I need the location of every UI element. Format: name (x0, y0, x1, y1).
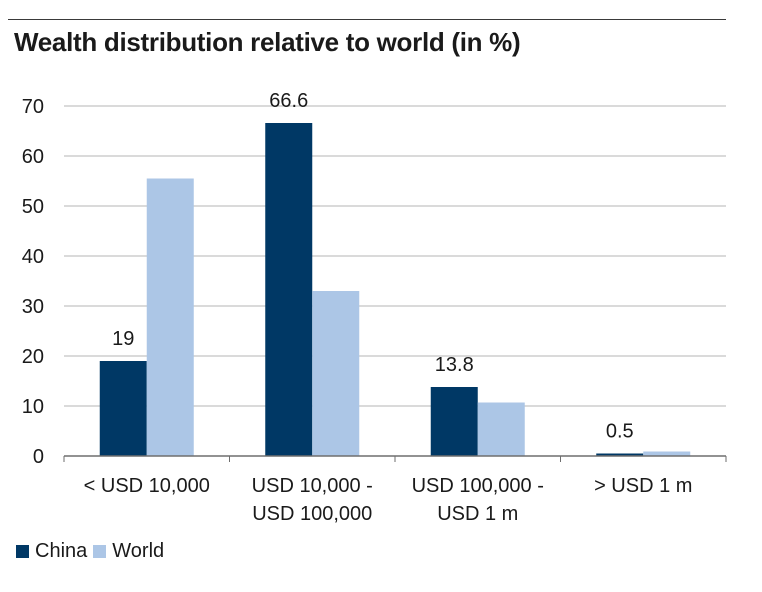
bar-china (265, 123, 313, 456)
bar-china (596, 453, 644, 456)
y-tick-label: 20 (22, 346, 44, 368)
bar-world (477, 402, 525, 456)
y-tick-label: 30 (22, 296, 44, 318)
legend-item-china: China (16, 540, 87, 563)
y-tick-label: 60 (22, 146, 44, 168)
y-tick-label: 40 (22, 246, 44, 268)
chart-title: Wealth distribution relative to world (i… (14, 27, 521, 57)
legend-swatch-china (16, 545, 29, 558)
data-label: 19 (112, 328, 134, 350)
data-label: 66.6 (269, 90, 308, 112)
data-label: 0.5 (606, 421, 634, 443)
bar-world (146, 178, 194, 456)
x-tick-label: USD 1 m (437, 503, 518, 525)
x-tick-label: < USD 10,000 (84, 475, 210, 497)
x-tick-label: USD 100,000 - (412, 475, 544, 497)
bar-china (430, 387, 478, 456)
y-tick-label: 0 (33, 446, 44, 468)
x-tick-label: > USD 1 m (594, 475, 692, 497)
x-tick-label: USD 10,000 - (252, 475, 373, 497)
bar-world (643, 451, 691, 456)
data-label: 13.8 (435, 354, 474, 376)
legend-label-world: World (112, 540, 165, 562)
y-tick-label: 10 (22, 396, 44, 418)
top-rule (8, 19, 726, 20)
x-tick-label: USD 100,000 (252, 503, 372, 525)
legend: China World (16, 540, 170, 563)
legend-swatch-world (93, 545, 107, 558)
y-tick-label: 50 (22, 196, 44, 218)
bar-china (99, 361, 147, 456)
y-tick-label: 70 (22, 96, 44, 118)
legend-label-china: China (35, 540, 88, 562)
bar-world (312, 291, 360, 456)
legend-item-world: World (93, 540, 164, 563)
